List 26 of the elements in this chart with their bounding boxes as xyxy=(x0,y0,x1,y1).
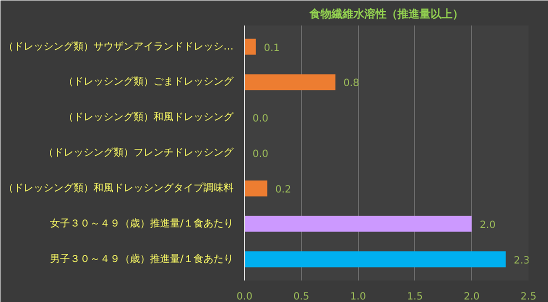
data-label: 0.8 xyxy=(343,78,360,90)
bar xyxy=(244,180,268,196)
chart-title: 食物繊維水溶性（推進量以上） xyxy=(308,8,464,20)
bar xyxy=(244,38,256,55)
x-tick-label: 2.5 xyxy=(520,292,536,302)
bar xyxy=(244,216,472,232)
x-tick-label: 0.0 xyxy=(236,292,252,302)
data-label: 0.2 xyxy=(275,184,292,196)
x-tick-label: 1.5 xyxy=(406,292,423,302)
data-label: 2.0 xyxy=(480,220,496,231)
data-label: 0.0 xyxy=(252,149,268,160)
x-tick-label: 1.0 xyxy=(350,292,366,302)
y-tick-label: （ドレッシング類）和風ドレッシング xyxy=(64,111,234,124)
bar xyxy=(244,74,336,90)
y-tick-label: （ドレッシング類）フレンチドレッシング xyxy=(44,146,234,158)
data-label: 0.1 xyxy=(264,42,280,54)
x-tick-label: 0.5 xyxy=(293,292,310,302)
x-tick-label: 2.0 xyxy=(464,292,480,302)
y-tick-label: 男子３０～４９（歳）推進量/１食あたり xyxy=(50,252,234,265)
y-tick-label: （ドレッシング類）サウザンアイランドドレッシ… xyxy=(4,40,234,52)
bar xyxy=(244,251,506,268)
data-label: 0.0 xyxy=(252,114,268,125)
y-tick-label: （ドレッシング類）ごまドレッシング xyxy=(64,76,234,88)
y-tick-label: 女子３０～４９（歳）推進量/１食あたり xyxy=(50,217,234,230)
y-tick-label: （ドレッシング類）和風ドレッシングタイプ調味料 xyxy=(4,182,234,194)
data-label: 2.3 xyxy=(514,255,530,266)
